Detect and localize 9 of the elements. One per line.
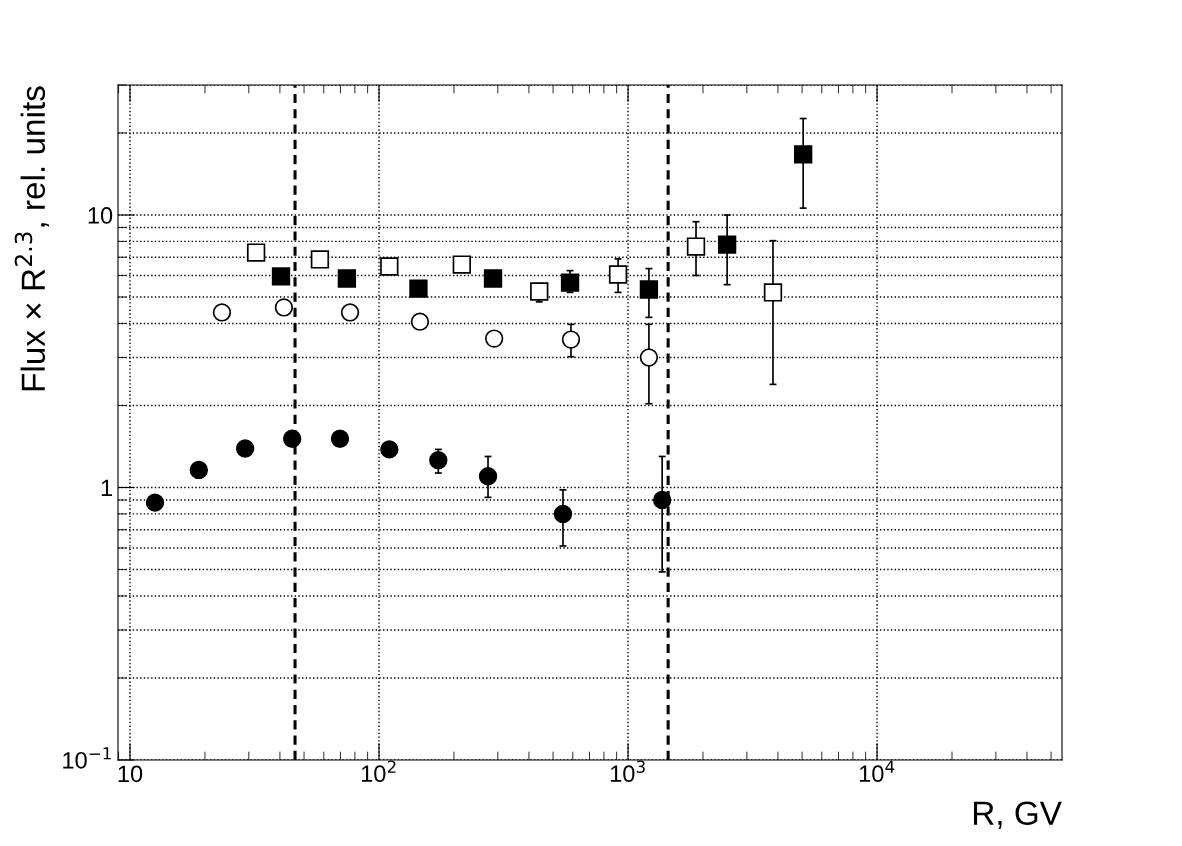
y-tick-label: 10$^{−1}$ <box>63 747 111 769</box>
x-tick-label: 10$^{2}$ <box>361 760 396 783</box>
x-tick-label: 10 <box>118 765 143 783</box>
y-tick-label: 10 <box>88 207 113 224</box>
y-axis-title: Flux × R$^{2.3}$, rel. units <box>14 86 50 391</box>
x-tick-label: 10$^{4}$ <box>859 760 895 783</box>
x-tick-label: 10$^{3}$ <box>610 760 645 783</box>
x-axis-title: R, GV <box>973 801 1062 829</box>
y-tick-label: 1 <box>101 479 112 497</box>
